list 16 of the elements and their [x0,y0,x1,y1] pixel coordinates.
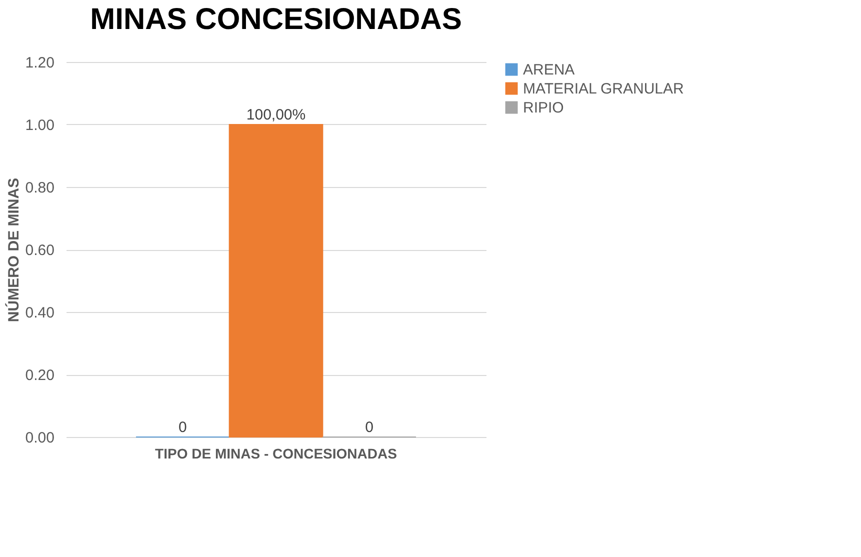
y-tick-label: 0.80 [25,180,54,196]
legend-label: RIPIO [523,100,564,116]
y-tick-label: 0.20 [25,367,54,384]
y-tick-label: 1.20 [25,54,54,72]
legend-label: MATERIAL GRANULAR [523,80,684,98]
y-tick-label: 0.00 [25,430,54,446]
data-label: 0 [178,419,187,436]
y-axis-title: NÚMERO DE MINAS [4,178,22,322]
y-tick-label: 0.40 [25,304,54,322]
data-label: 100,00% [246,106,306,124]
chart-title: MINAS CONCESIONADAS [90,3,462,36]
data-label: 0 [365,419,374,436]
legend-label: ARENA [523,62,575,78]
x-tick-label: TIPO DE MINAS - CONCESIONADAS [155,446,397,462]
y-tick-label: 0.60 [25,242,54,259]
y-tick-label: 1.00 [25,117,54,134]
